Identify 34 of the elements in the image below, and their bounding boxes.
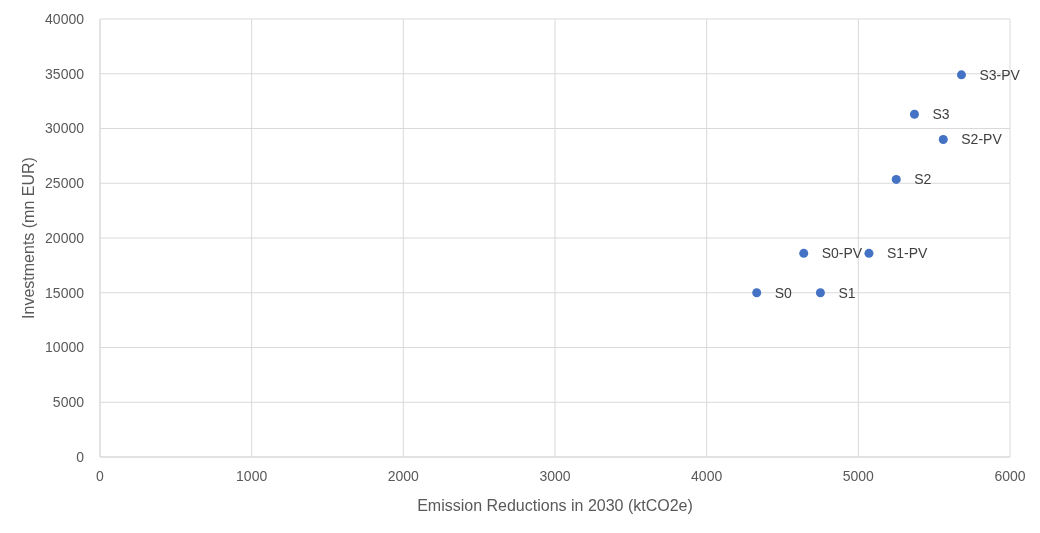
point xyxy=(891,174,901,184)
y-tick-label: 15000 xyxy=(45,284,85,301)
annotation: S1-PV xyxy=(886,245,929,262)
x-tick-label: 6000 xyxy=(994,467,1026,484)
y-tick-label: 20000 xyxy=(45,229,85,246)
annotation: S3-PV xyxy=(979,66,1021,83)
annotation: S3 xyxy=(932,106,950,123)
point xyxy=(909,109,919,119)
y-tick-label: 10000 xyxy=(45,339,85,356)
annotation: S0-PV xyxy=(821,245,863,262)
x-axis-title: Emission Reductions in 2030 (ktCO2e) xyxy=(417,497,693,514)
point xyxy=(799,248,809,258)
point xyxy=(956,70,966,80)
annotation: S2 xyxy=(914,171,932,188)
x-tick-label: 3000 xyxy=(539,467,571,484)
y-axis-title: Investments (mn EUR) xyxy=(19,157,37,319)
y-tick-label: 35000 xyxy=(45,65,85,82)
point xyxy=(864,248,874,258)
x-tick-label: 1000 xyxy=(236,467,268,484)
x-tick-label: 0 xyxy=(96,467,105,484)
x-tick-label: 5000 xyxy=(842,467,875,484)
annotation: S1 xyxy=(838,284,856,301)
annotation: S0 xyxy=(774,284,793,301)
x-tick-label: 2000 xyxy=(387,467,420,484)
y-tick-label: 0 xyxy=(76,448,85,465)
x-tick-label: 4000 xyxy=(691,467,723,484)
point xyxy=(815,288,825,298)
y-tick-label: 30000 xyxy=(45,120,85,137)
y-tick-label: 5000 xyxy=(52,394,85,411)
y-tick-label: 25000 xyxy=(45,175,85,192)
y-tick-label: 40000 xyxy=(45,10,85,27)
annotation: S2-PV xyxy=(961,131,1003,148)
point xyxy=(938,134,948,144)
point xyxy=(752,288,762,298)
